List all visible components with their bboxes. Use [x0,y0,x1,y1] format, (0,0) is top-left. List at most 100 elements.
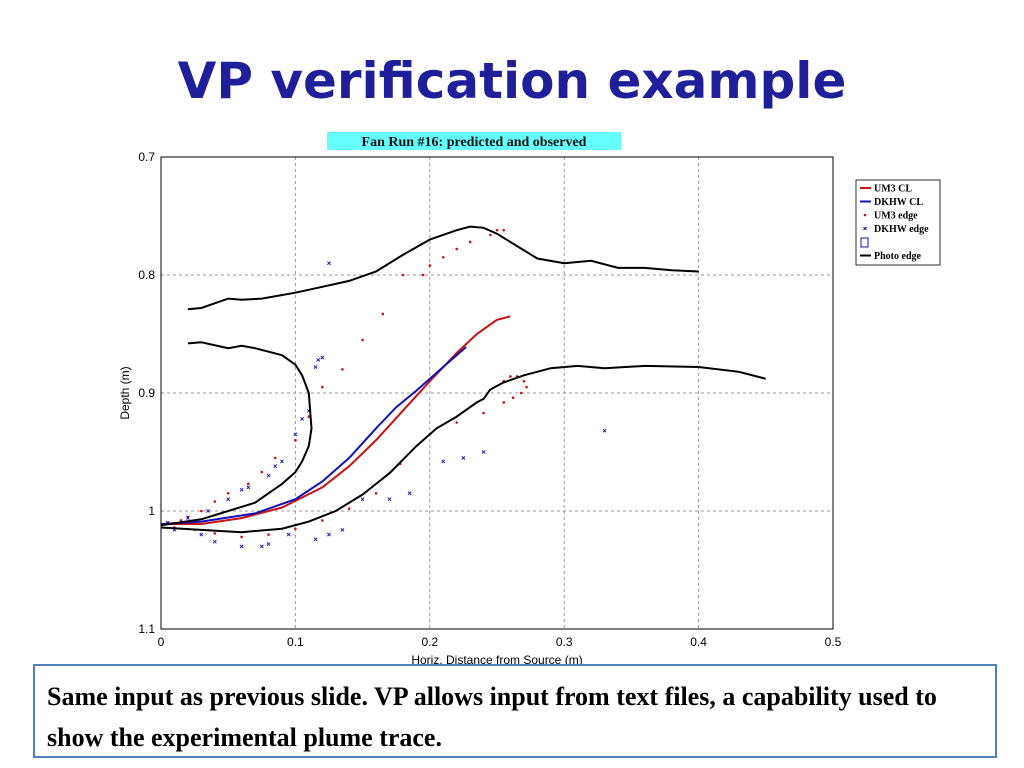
series-2-point [455,421,458,424]
series-3-marker [293,432,298,437]
series-2-point [522,379,526,383]
x-tick-label: 0.3 [556,635,573,649]
series-2-point [179,519,183,522]
series-3-marker [407,491,412,496]
y-tick-label: 0.8 [138,268,155,282]
caption-text: Same input as previous slide. VP allows … [47,682,937,752]
series-2-point [213,500,217,503]
series-2-point [320,519,324,522]
legend-label: Photo edge [874,251,922,262]
series-3-marker [286,532,291,537]
series-3-marker [461,455,466,460]
plot-area-frame [160,156,834,630]
series-2-point [511,396,515,400]
series-2-point [468,240,472,244]
series-3-marker [313,537,318,542]
series-2-point [482,411,485,415]
series-2-point [247,482,250,486]
series-3-marker [387,497,392,502]
legend-box [855,179,941,266]
series-2-point [428,264,432,267]
series-3-marker [212,539,217,544]
series-3-marker [266,542,271,546]
series-3-marker [185,516,190,520]
y-axis-label: Depth (m) [118,366,132,419]
series-2-point [495,228,499,232]
series-2-point [347,507,351,510]
series-3-marker [280,459,284,464]
series-2-point [381,312,385,316]
series-5-line [160,341,313,527]
x-tick-label: 0 [158,635,165,649]
series-2-point [441,256,445,259]
series-3-marker [441,459,446,464]
y-tick-label: 1.1 [138,622,155,636]
series-3-marker [481,450,486,454]
series-3-marker [239,544,244,549]
series-3-marker [327,261,331,266]
series-1-line [160,346,467,525]
legend-label: UM3 edge [874,211,918,222]
series-2-point [519,391,523,395]
series-2-point [307,415,311,418]
series-0-line [161,315,511,525]
series-layer [160,225,767,549]
series-2-point [341,368,344,371]
series-3-marker [316,358,321,362]
series-3-marker [340,527,345,532]
series-3-marker [320,355,325,360]
series-3-marker [602,428,607,433]
chart-title: Fan Run #16: predicted and observed [362,135,587,150]
legend-item: Photo edge [860,251,922,262]
series-2-point [260,470,264,474]
y-tick-label: 0.7 [138,150,155,164]
series-2-point [421,273,425,277]
grid [161,157,833,629]
series-3-marker [327,532,331,537]
series-2-point [401,273,405,277]
series-3-marker [266,473,271,478]
legend: UM3 CL DKHW CL UM3 edge DKHW edge Photo edge [855,179,941,266]
slide-title: VP verification example [177,52,847,110]
x-tick-label: 0.2 [421,635,438,649]
series-3-marker [300,417,305,421]
legend-label: DKHW CL [874,197,923,208]
series-2-point [502,228,506,232]
series-2-point [213,532,217,535]
series-3-marker [239,487,244,492]
series-3-marker [259,544,264,549]
series-2-point [294,527,297,530]
axis-ticks: 0 0.1 0.2 0.3 0.4 0.5 0.7 0.8 0.9 1 1.1 [138,150,841,649]
legend-item: UM3 CL [860,184,912,195]
y-tick-label: 0.9 [138,386,155,400]
x-tick-label: 0.4 [690,635,707,649]
series-3-marker [199,532,204,537]
series-3-marker [226,497,231,502]
series-2-point [525,385,528,389]
legend-label: UM3 CL [874,184,912,195]
series-2-point [200,509,203,513]
x-tick-label: 0.1 [287,635,304,649]
series-2-point [488,233,492,237]
series-2-point [361,338,364,342]
legend-item: DKHW edge [863,224,929,235]
legend-item [860,237,869,248]
x-axis-label: Horiz. Distance from Source (m) [411,653,582,667]
series-2-point [320,385,324,389]
series-2-point [455,247,458,251]
series-3-marker [273,464,278,469]
series-2-point [240,535,243,539]
series-3-marker [206,509,210,513]
legend-label: DKHW edge [874,224,929,235]
series-2-point [294,438,297,442]
y-tick-label: 1 [148,504,155,518]
series-2-point [509,375,512,378]
series-2-point [226,492,230,495]
series-2-point [267,533,270,536]
chart: 0 0.1 0.2 0.3 0.4 0.5 0.7 0.8 0.9 1 1.1 Fan Run #1… [118,132,941,667]
legend-item: UM3 edge [863,211,918,222]
series-4-line [187,225,699,311]
series-6-line [160,364,767,534]
series-3-marker [246,485,251,490]
legend-item: DKHW CL [860,197,923,208]
